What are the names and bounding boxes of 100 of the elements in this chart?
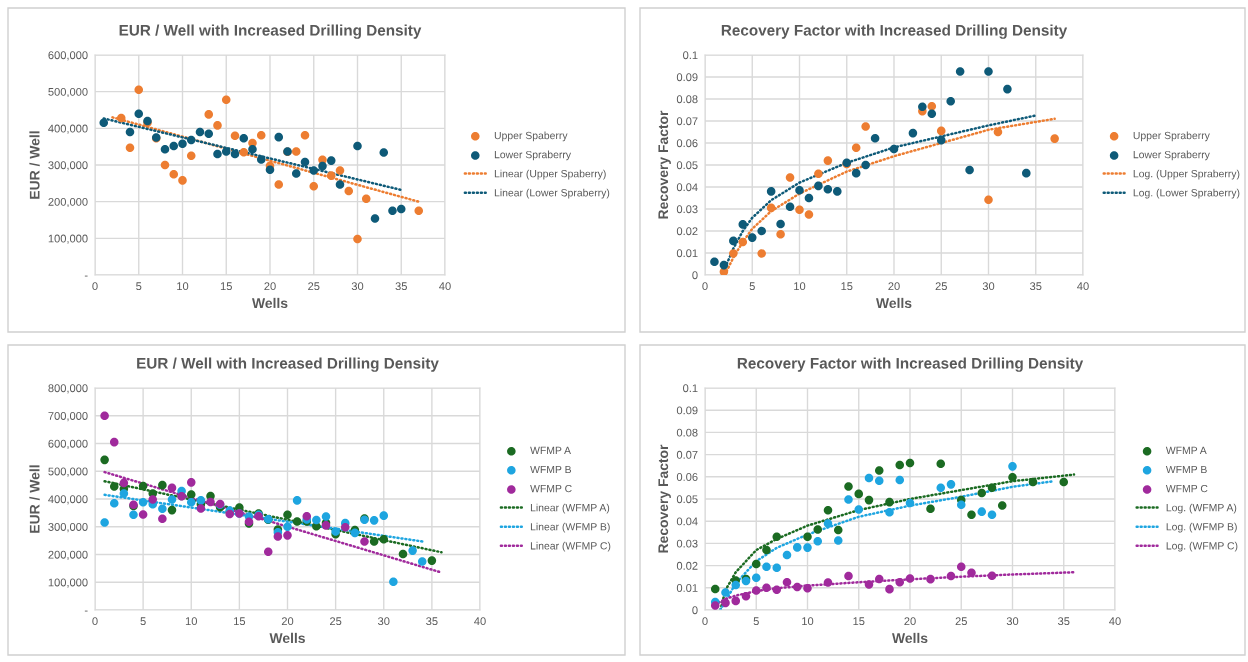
y-axis-title: EUR / Well (29, 465, 40, 533)
point (946, 571, 956, 581)
legend-label: WFMP A (530, 446, 571, 454)
point (874, 476, 884, 486)
point (823, 578, 833, 587)
point (178, 139, 187, 149)
point (814, 181, 823, 191)
y-tick-label: 0.04 (676, 183, 698, 192)
x-axis-title: Wells (269, 632, 305, 644)
point (803, 543, 812, 552)
point (100, 455, 109, 465)
legend-label: Log. (WFMP A) (1166, 503, 1237, 514)
legend-label: Linear (WFMP A) (530, 503, 610, 514)
point (776, 219, 785, 229)
x-tick-label: 5 (136, 282, 142, 291)
point (864, 580, 874, 589)
point (408, 546, 417, 555)
point (213, 149, 222, 159)
point (167, 483, 177, 493)
y-tick-label: 0.02 (676, 227, 698, 236)
point (134, 85, 144, 95)
point (158, 480, 167, 490)
x-tick-label: 35 (395, 282, 407, 291)
point (927, 101, 937, 111)
x-tick-label: 5 (749, 282, 755, 291)
y-axis-title: Recovery Factor (658, 444, 671, 553)
point (134, 109, 144, 118)
point (213, 121, 222, 130)
x-tick-label: 30 (1006, 617, 1019, 626)
y-tick-label: 300,000 (48, 161, 88, 171)
point (100, 518, 109, 527)
point (895, 577, 905, 587)
point (353, 234, 362, 244)
y-tick-label: 0.01 (676, 249, 698, 258)
point (889, 144, 899, 154)
point (125, 143, 135, 153)
point (918, 102, 927, 111)
point (239, 147, 249, 157)
point (414, 206, 424, 216)
y-tick-label: 0.1 (683, 384, 698, 393)
x-tick-label: 35 (1057, 617, 1070, 626)
point (300, 131, 310, 140)
point (340, 523, 350, 532)
point (206, 497, 215, 507)
y-tick-label: 100,000 (48, 578, 88, 588)
point (265, 165, 275, 175)
y-tick-label: 0.09 (676, 73, 698, 82)
x-tick-label: 20 (264, 282, 276, 291)
point (823, 156, 833, 165)
point (221, 147, 231, 156)
x-tick-label: 25 (955, 617, 967, 626)
point (273, 532, 283, 541)
y-tick-label: - (84, 275, 88, 277)
point (823, 519, 833, 528)
x-tick-label: 20 (888, 282, 900, 291)
point (936, 483, 946, 492)
point (772, 585, 782, 595)
point (987, 483, 997, 492)
point (926, 504, 935, 514)
point (984, 67, 993, 76)
point (721, 588, 730, 597)
point (1022, 168, 1031, 178)
point (360, 537, 369, 546)
point (908, 128, 918, 138)
point (772, 532, 782, 542)
point (946, 480, 956, 489)
point (874, 574, 884, 584)
point (751, 559, 761, 569)
point (109, 437, 119, 447)
point (1008, 472, 1017, 482)
point (814, 169, 823, 179)
point (885, 584, 894, 594)
point (158, 514, 167, 523)
point (186, 135, 196, 145)
y-tick-label: 400,000 (48, 124, 88, 134)
point (795, 205, 804, 214)
point (283, 522, 292, 532)
x-tick-label: 20 (281, 617, 294, 626)
y-tick-label: 800,000 (48, 384, 88, 394)
point (885, 497, 894, 507)
point (326, 171, 336, 180)
x-tick-label: 25 (330, 617, 342, 626)
point (997, 501, 1007, 510)
point (379, 534, 389, 544)
point (782, 550, 792, 560)
x-tick-label: 10 (794, 282, 806, 291)
point (751, 573, 761, 583)
point (776, 230, 785, 239)
x-tick-label: 40 (1077, 282, 1089, 291)
point (905, 574, 915, 583)
y-tick-label: 0.08 (676, 428, 698, 437)
point (239, 133, 249, 143)
point (813, 536, 823, 546)
point (160, 160, 170, 170)
point (984, 195, 993, 205)
point (823, 506, 833, 515)
point (747, 233, 757, 242)
point (326, 156, 336, 165)
point (119, 478, 129, 488)
point (318, 161, 327, 171)
